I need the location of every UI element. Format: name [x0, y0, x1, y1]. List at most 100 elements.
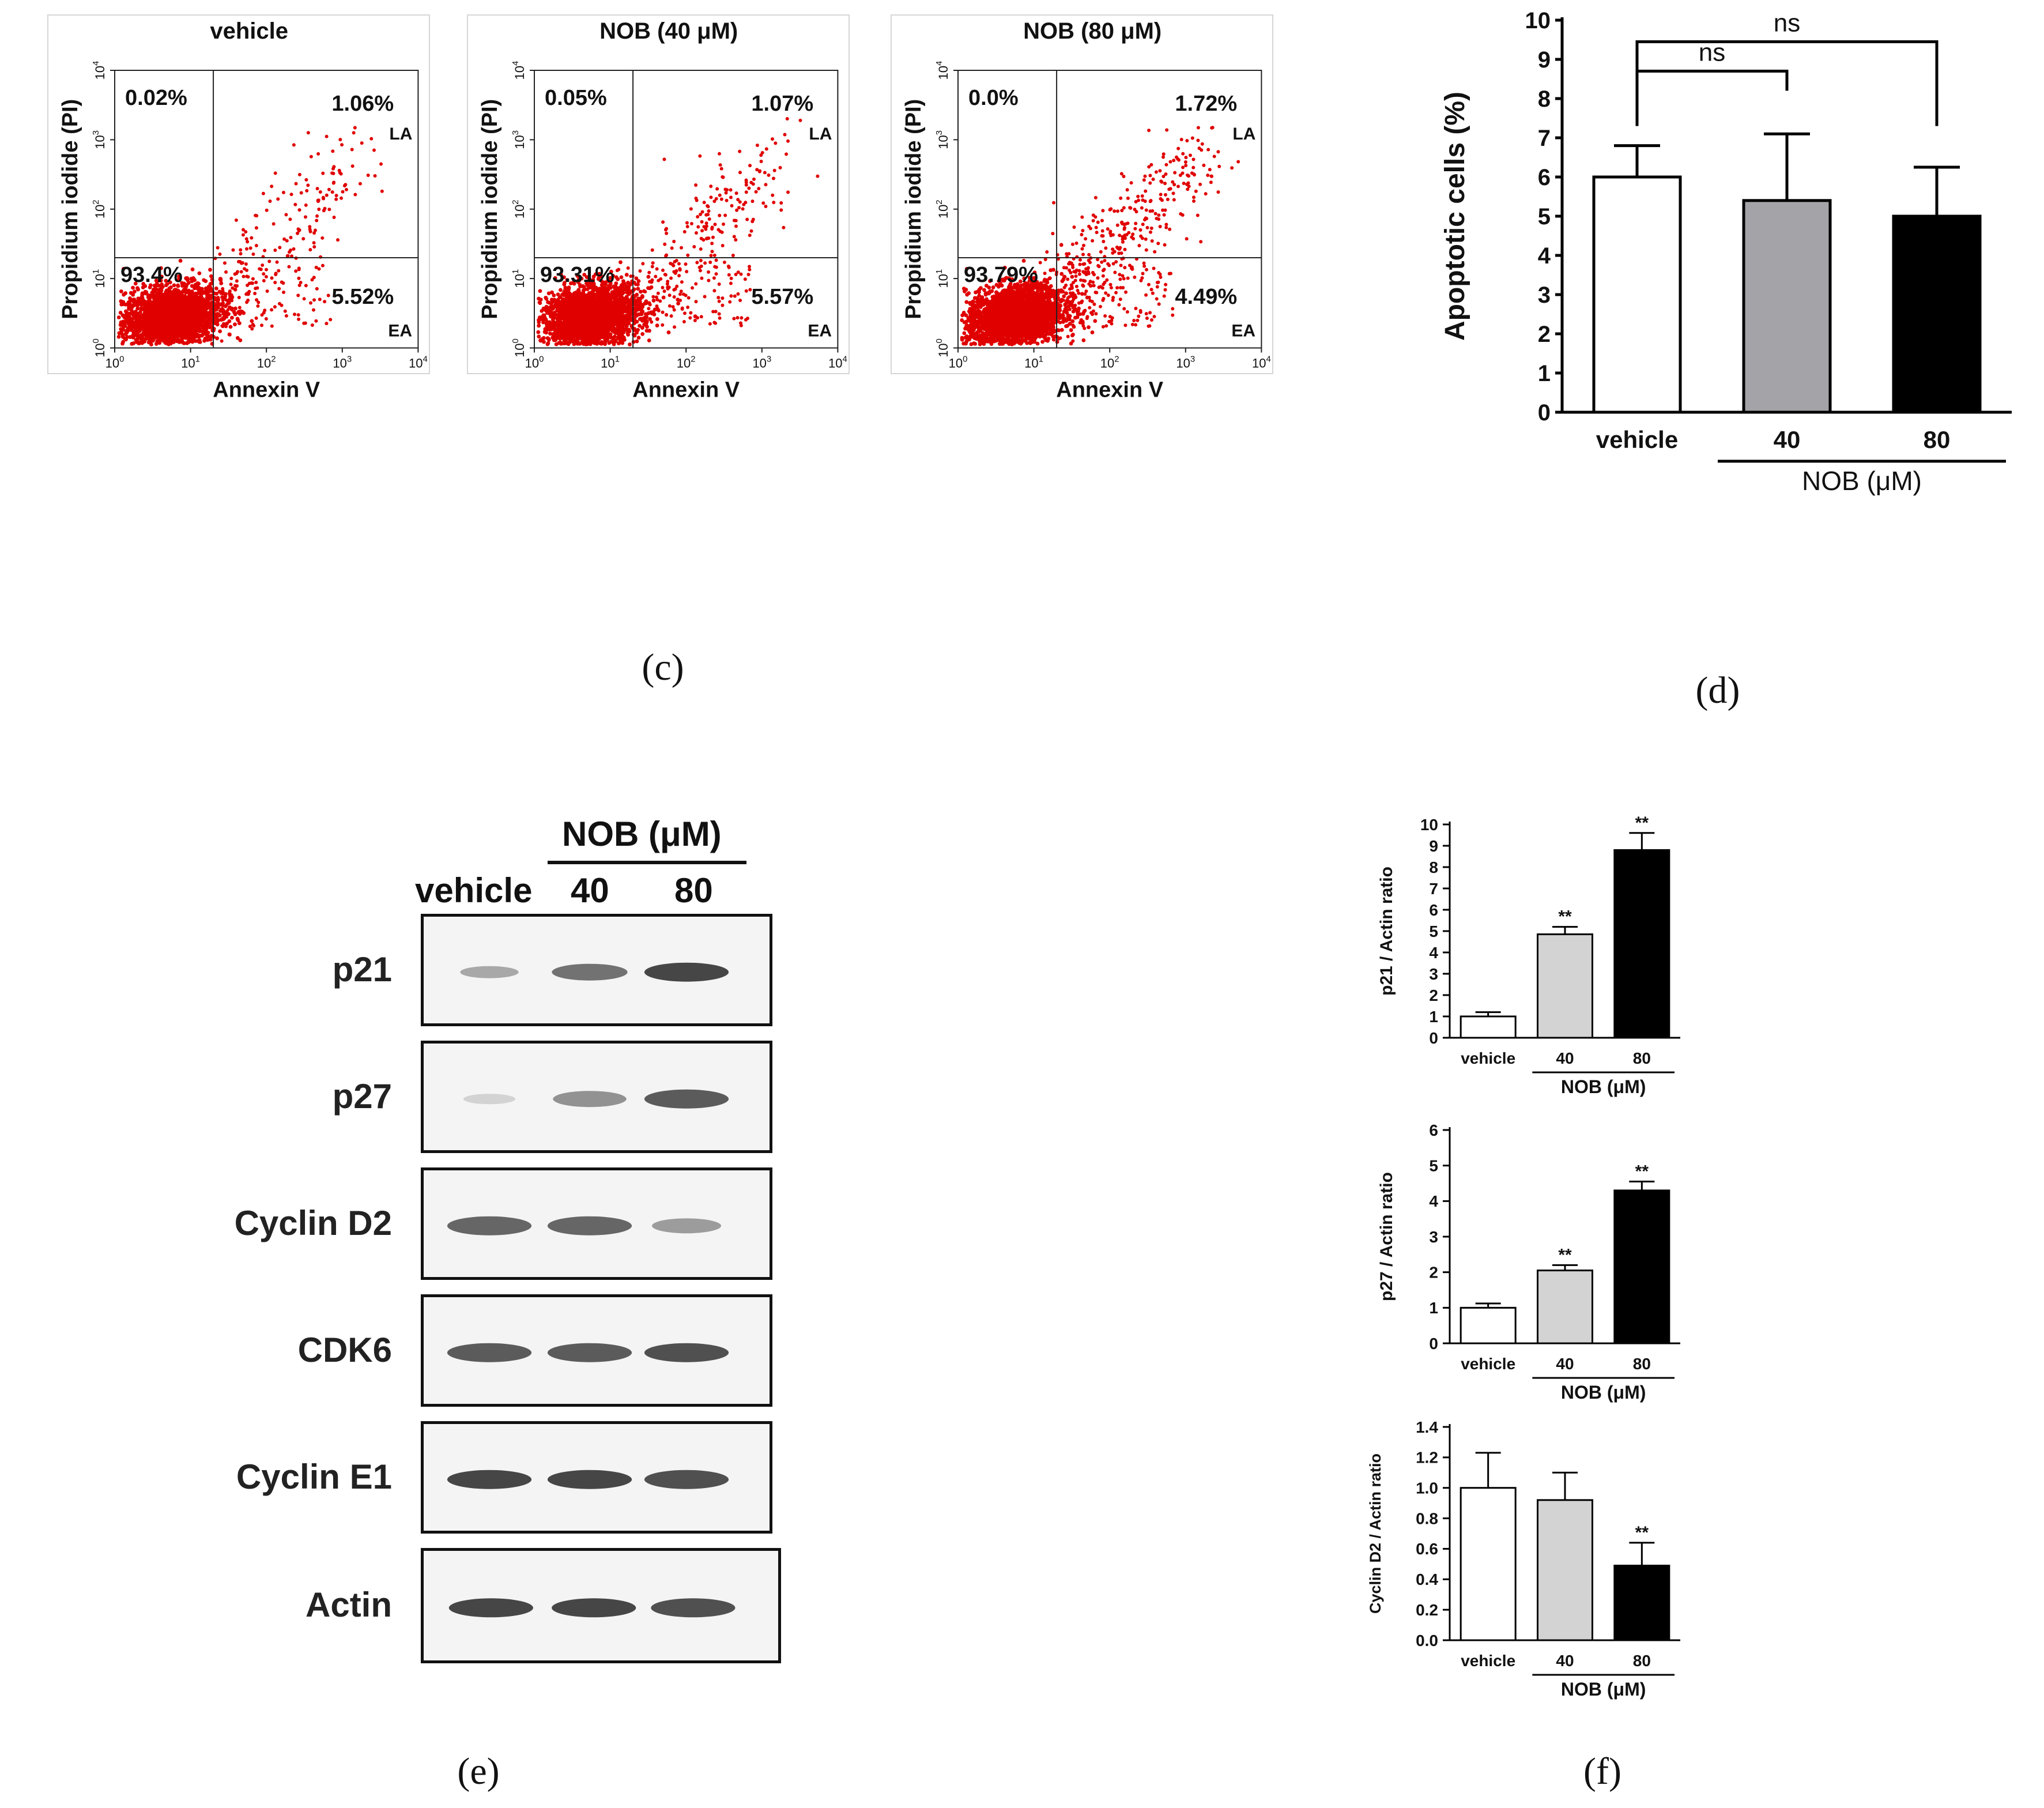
flow-dot: [282, 291, 286, 295]
flow-dot: [244, 262, 248, 266]
flow-dot: [308, 301, 312, 305]
flow-dot: [245, 268, 249, 272]
flow-dot: [221, 290, 225, 294]
flow-dot: [594, 272, 598, 277]
flow-plot-vehicle: vehicle 0.02% 1.06% 93.4% 5.52% LA EA 100 101 102…: [47, 14, 430, 402]
flow-dot: [221, 298, 225, 302]
flow-dot: [314, 319, 318, 323]
flow-dot: [303, 215, 307, 219]
flow-dot: [149, 315, 154, 319]
flow-dot: [603, 342, 608, 346]
flow-dot: [614, 294, 619, 299]
flow-dot: [602, 280, 606, 285]
flow-dot: [152, 296, 156, 300]
flow-dot: [197, 340, 201, 344]
flow-dot: [242, 228, 246, 232]
flow-dot: [197, 271, 202, 276]
flow-dot: [224, 325, 228, 329]
flow-dot: [297, 172, 301, 176]
flow-dot: [220, 318, 224, 322]
flow-dot: [133, 281, 138, 286]
flow-dot: [168, 314, 172, 319]
flow-dot: [192, 324, 197, 329]
flow-dot: [606, 279, 611, 284]
flow-dot: [536, 330, 541, 334]
flow-dot: [166, 288, 170, 293]
flow-dot: [248, 325, 252, 329]
flow-dot: [276, 197, 280, 201]
flow-dot: [372, 148, 376, 152]
flow-dot: [644, 329, 649, 333]
flow-dot: [164, 278, 168, 283]
flow-dot: [538, 338, 543, 343]
flow-dot: [147, 295, 152, 299]
flow-dot: [314, 265, 318, 269]
flow-dot: [317, 267, 321, 271]
flow-dot: [228, 289, 232, 293]
flow-dot: [203, 336, 208, 341]
flow-dot: [331, 181, 335, 185]
flow-dot: [579, 314, 583, 319]
flow-dot: [575, 295, 579, 299]
flow-dot: [358, 182, 362, 186]
flow-dot: [215, 320, 219, 324]
flow-dot: [208, 323, 212, 327]
flow-dot: [117, 331, 122, 336]
flow-dot: [624, 273, 629, 277]
flow-dot: [177, 326, 182, 331]
flow-dot: [175, 291, 180, 296]
flow-dot: [163, 332, 168, 337]
flow-dot: [297, 268, 301, 272]
flow-dot: [167, 338, 171, 342]
flow-dot: [556, 292, 560, 297]
flow-dot: [125, 335, 130, 339]
flow-dot: [274, 273, 278, 277]
flow-dot: [287, 265, 291, 269]
flow-dot: [176, 338, 181, 342]
flow-dot: [165, 306, 169, 310]
flow-dot: [329, 318, 333, 322]
flow-dot: [583, 316, 587, 321]
flow-dot: [538, 289, 542, 293]
flow-dot: [268, 199, 272, 204]
flow-dot: [256, 304, 260, 308]
flow-dot: [537, 315, 542, 320]
flow-dot: [146, 319, 150, 324]
flow-dot: [137, 325, 141, 329]
flow-dot: [160, 282, 164, 287]
flow-dot: [134, 300, 139, 304]
flow-dot: [302, 297, 306, 301]
flow-dot: [225, 302, 229, 306]
flow-dot: [158, 296, 163, 300]
flow-dot: [636, 336, 641, 340]
flow-dot: [135, 286, 139, 291]
flow-dot: [169, 323, 174, 328]
y-tick-group: 102: [91, 199, 107, 219]
flow-dot: [340, 196, 344, 200]
flow-dot: [216, 297, 221, 302]
flow-dot: [306, 131, 310, 135]
flow-dot: [246, 298, 250, 302]
flow-dot: [613, 288, 618, 293]
quadrant-ll-pct: 93.4%: [120, 263, 183, 287]
flow-dot: [608, 332, 613, 337]
flow-dot: [130, 341, 134, 346]
flow-dot: [304, 178, 308, 182]
flow-dot: [565, 278, 570, 282]
flow-dot: [251, 277, 255, 281]
flow-dot: [334, 197, 338, 201]
flow-dot: [202, 312, 206, 316]
flow-dot: [189, 308, 193, 312]
flow-dot: [154, 278, 159, 283]
flow-dot: [241, 233, 245, 237]
flow-dot: [254, 280, 258, 284]
flow-dot: [552, 297, 557, 302]
flow-dot: [339, 172, 343, 176]
flow-dot: [596, 277, 601, 281]
flow-dot: [263, 308, 267, 312]
flow-dot: [308, 248, 312, 252]
flow-dot: [216, 246, 220, 250]
flow-dot: [131, 285, 135, 290]
x-tick-label: 100: [105, 355, 125, 371]
flow-dot: [237, 296, 241, 300]
